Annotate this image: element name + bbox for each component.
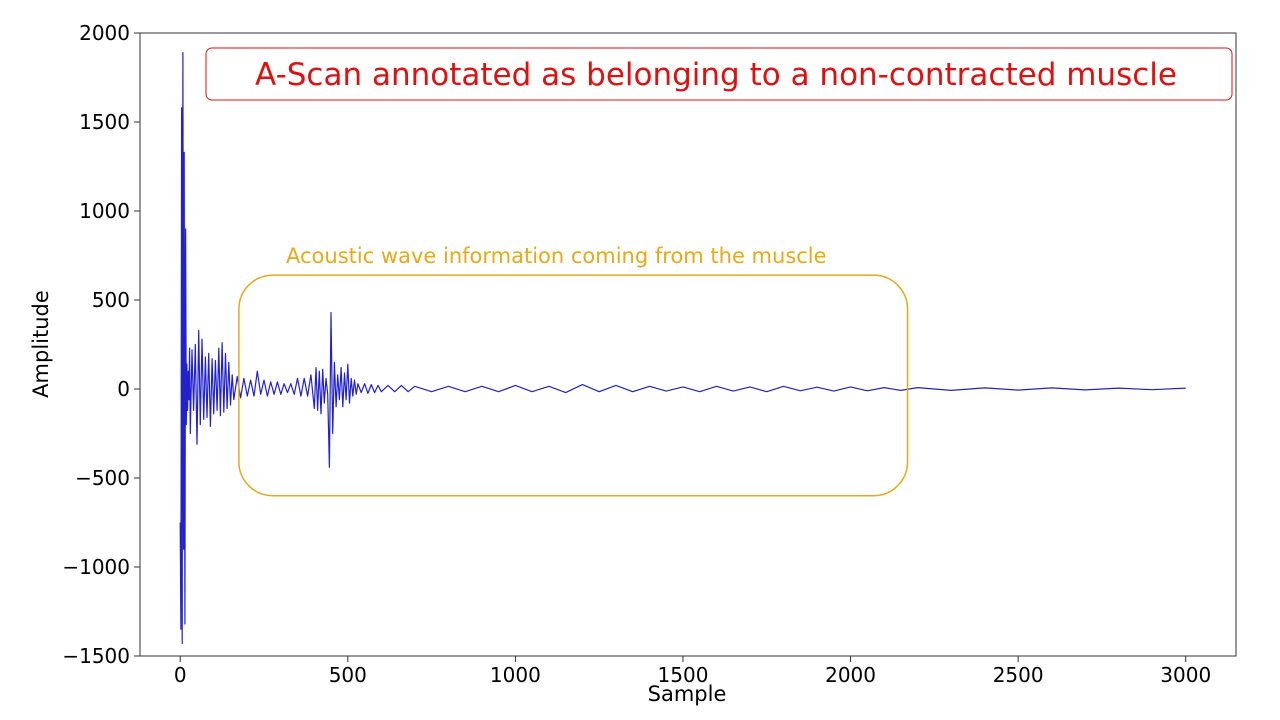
region-annotation-box — [239, 275, 908, 496]
x-tick-label: 2000 — [825, 663, 876, 687]
y-tick-label: −500 — [75, 466, 130, 490]
annotation-layer: Acoustic wave information coming from th… — [206, 48, 1232, 496]
y-tick-label: 500 — [92, 288, 130, 312]
x-tick-label: 2500 — [993, 663, 1044, 687]
plot-area — [140, 33, 1236, 656]
y-axis: −1500 −1000 −500 0 500 1000 1500 2000 — [62, 21, 140, 668]
y-tick-label: −1000 — [62, 555, 130, 579]
x-tick-label: 3000 — [1160, 663, 1211, 687]
y-tick-label: 1500 — [79, 110, 130, 134]
plot-frame — [140, 33, 1236, 656]
series-line-0 — [180, 53, 1185, 644]
y-tick-label: 1000 — [79, 199, 130, 223]
region-annotation-label: Acoustic wave information coming from th… — [286, 244, 827, 268]
x-axis-label: Sample — [648, 682, 727, 706]
y-tick-label: 2000 — [79, 21, 130, 45]
chart-title: A-Scan annotated as belonging to a non-c… — [255, 57, 1177, 93]
x-tick-label: 0 — [174, 663, 187, 687]
x-tick-label: 1000 — [490, 663, 541, 687]
y-tick-label: −1500 — [62, 644, 130, 668]
y-axis-label: Amplitude — [29, 290, 53, 398]
y-tick-label: 0 — [117, 377, 130, 401]
series-layer — [180, 53, 1185, 644]
x-tick-label: 500 — [329, 663, 367, 687]
